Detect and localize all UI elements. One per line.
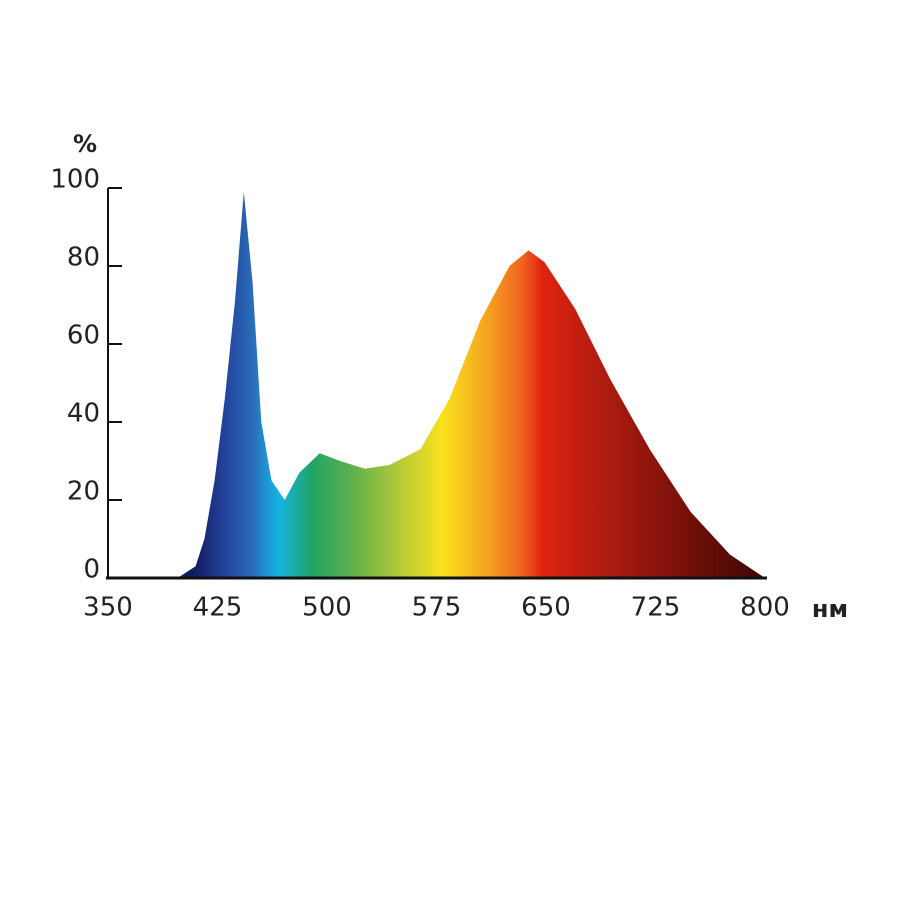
x-tick-label: 725 [631, 593, 681, 623]
x-tick-label: 800 [740, 593, 790, 623]
y-tick-label: 0 [83, 555, 100, 585]
y-tick-label: 20 [67, 477, 100, 507]
x-tick-label: 350 [83, 593, 133, 623]
x-tick-label: 575 [412, 593, 462, 623]
x-tick-label: 425 [193, 593, 243, 623]
y-tick-label: 80 [67, 243, 100, 273]
x-tick-label: 650 [521, 593, 571, 623]
y-axis-label: % [73, 130, 97, 158]
y-tick-label: 40 [67, 399, 100, 429]
x-tick-label: 500 [302, 593, 352, 623]
plot [108, 191, 765, 578]
spectrum-area [108, 191, 765, 578]
y-tick-label: 100 [50, 165, 100, 195]
x-axis-label: нм [812, 595, 848, 623]
y-tick-label: 60 [67, 321, 100, 351]
